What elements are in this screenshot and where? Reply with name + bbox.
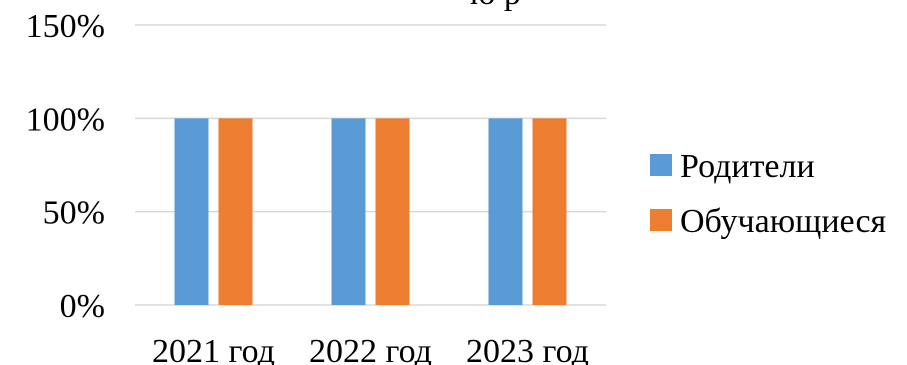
bar-students-3 [532, 118, 567, 305]
y-tick-label: 50% [43, 195, 105, 232]
legend-label: Обучающиеся [680, 203, 887, 240]
legend: Родители Обучающиеся [650, 148, 887, 240]
y-axis-tick-labels: 0% 50% 100% 150% [26, 8, 105, 325]
bar-students-2 [375, 118, 410, 305]
legend-label: Родители [680, 148, 815, 185]
bar-parents-2 [331, 118, 366, 305]
bar-parents-3 [488, 118, 523, 305]
bar-students-1 [218, 118, 253, 305]
chart-title-fragment: ю р [470, 0, 521, 12]
x-category-label: 2023 год [466, 333, 589, 365]
legend-swatch [650, 154, 672, 176]
x-category-label: 2021 год [152, 333, 275, 365]
gridlines [135, 24, 606, 306]
y-tick-label: 0% [60, 288, 105, 325]
x-category-label: 2022 год [309, 333, 432, 365]
legend-swatch [650, 209, 672, 231]
x-axis-category-labels: 2021 год 2022 год 2023 год [152, 333, 589, 365]
bar-parents-1 [174, 118, 209, 305]
y-tick-label: 150% [26, 8, 105, 45]
bars [174, 118, 567, 305]
y-tick-label: 100% [26, 101, 105, 138]
